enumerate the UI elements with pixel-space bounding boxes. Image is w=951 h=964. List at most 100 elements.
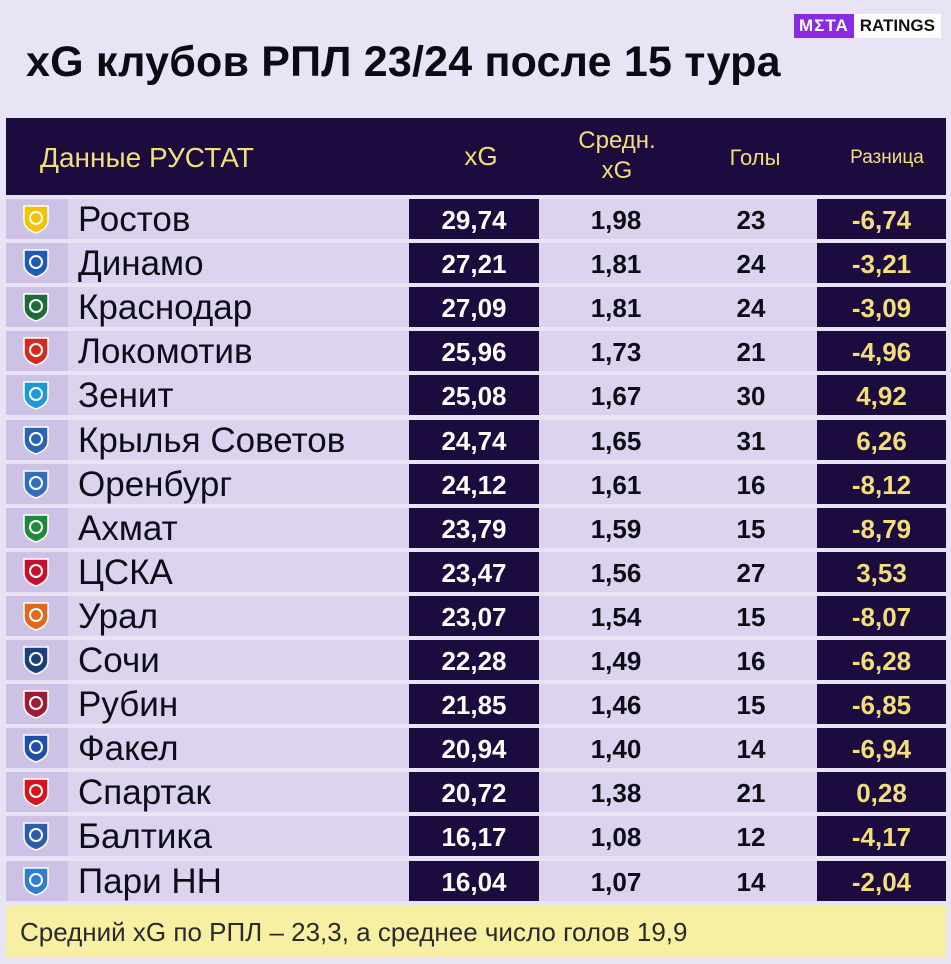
team-name: Ахмат — [78, 508, 178, 548]
brand-meta: MΣTA — [793, 14, 854, 38]
diff-value: -3,09 — [817, 287, 946, 328]
xg-value: 24,74 — [409, 419, 539, 460]
akhmat-logo-icon — [23, 513, 49, 543]
avg-xg-value: 1,59 — [590, 513, 642, 544]
table-row: Оренбург 24,12 1,61 16 -8,12 — [6, 463, 946, 504]
diff-value: -6,94 — [817, 728, 946, 769]
diff-value: -6,28 — [817, 640, 946, 680]
logo-cell — [6, 684, 68, 725]
logo-cell — [6, 507, 68, 548]
diff-value: -8,79 — [817, 507, 946, 548]
table-row: Локомотив 25,96 1,73 21 -4,96 — [6, 331, 946, 372]
brand-ratings: RATINGS — [853, 14, 941, 38]
orenburg-logo-icon — [23, 469, 49, 499]
logo-cell — [6, 816, 68, 857]
table-row: Факел 20,94 1,40 14 -6,94 — [6, 728, 946, 769]
xg-value: 16,04 — [409, 860, 539, 901]
logo-cell — [6, 551, 68, 592]
avg-xg-value: 1,54 — [590, 601, 642, 632]
spartak-logo-icon — [23, 778, 49, 808]
logo-cell — [6, 419, 68, 460]
logo-cell — [6, 728, 68, 769]
goals-value: 27 — [736, 557, 766, 588]
diff-value: -4,17 — [817, 816, 946, 857]
goals-value: 14 — [736, 866, 766, 897]
avg-xg-value: 1,73 — [590, 337, 642, 368]
team-name: Ростов — [78, 200, 191, 239]
logo-cell — [6, 463, 68, 504]
logo-cell — [6, 375, 68, 416]
diff-value: 4,92 — [817, 375, 946, 416]
header-xg: xG — [464, 141, 498, 171]
ural-logo-icon — [23, 602, 49, 631]
avg-xg-value: 1,98 — [590, 205, 642, 235]
footer-note: Средний xG по РПЛ – 23,3, а среднее числ… — [6, 906, 946, 958]
team-name: Факел — [78, 729, 179, 769]
goals-value: 16 — [736, 469, 766, 500]
table-row: Урал 23,07 1,54 15 -8,07 — [6, 595, 946, 636]
logo-cell — [6, 640, 68, 680]
diff-value: 3,53 — [817, 551, 946, 592]
team-name: Локомотив — [78, 332, 253, 372]
cska-logo-icon — [23, 558, 49, 587]
team-name: Урал — [78, 596, 159, 636]
xg-value: 21,85 — [409, 684, 539, 725]
team-name: Динамо — [78, 244, 204, 284]
avg-xg-value: 1,67 — [590, 381, 642, 412]
goals-value: 23 — [736, 205, 766, 235]
avg-xg-value: 1,81 — [590, 293, 642, 324]
logo-cell — [6, 595, 68, 636]
baltika-logo-icon — [23, 822, 49, 852]
header-goals: Голы — [729, 145, 781, 170]
footer-text: Средний xG по РПЛ – 23,3, а среднее числ… — [20, 917, 688, 947]
xg-value: 16,17 — [409, 816, 539, 857]
table-row: Динамо 27,21 1,81 24 -3,21 — [6, 243, 946, 284]
goals-value: 30 — [736, 381, 766, 412]
table-row: Сочи 22,28 1,49 16 -6,28 — [6, 640, 946, 680]
table-row: Спартак 20,72 1,38 21 0,28 — [6, 772, 946, 813]
logo-cell — [6, 331, 68, 372]
goals-value: 21 — [736, 337, 766, 368]
table-header: Данные РУСТАТ xG Средн. xG Голы Разница — [6, 118, 946, 195]
table-row: Крылья Советов 24,74 1,65 31 6,26 — [6, 419, 946, 460]
goals-value: 16 — [736, 646, 766, 676]
avg-xg-value: 1,46 — [590, 690, 642, 721]
brand-logo: MΣTA RATINGS — [793, 14, 941, 38]
team-name: Краснодар — [78, 288, 253, 328]
goals-value: 15 — [736, 513, 766, 544]
sochi-logo-icon — [23, 646, 49, 675]
xg-value: 27,21 — [409, 243, 539, 284]
table-row: Ахмат 23,79 1,59 15 -8,79 — [6, 507, 946, 548]
rostov-logo-icon — [23, 205, 49, 234]
xg-value: 20,94 — [409, 728, 539, 769]
goals-value: 24 — [736, 249, 766, 280]
xg-value: 27,09 — [409, 287, 539, 328]
goals-value: 21 — [736, 778, 766, 809]
team-name: Балтика — [78, 817, 212, 857]
xg-value: 23,07 — [409, 595, 539, 636]
header-source: Данные РУСТАТ — [40, 142, 254, 173]
team-name: Спартак — [78, 773, 211, 813]
fakel-logo-icon — [23, 734, 49, 763]
xg-value: 24,12 — [409, 463, 539, 504]
diff-value: -6,74 — [817, 199, 946, 239]
xg-value: 22,28 — [409, 640, 539, 680]
avg-xg-value: 1,49 — [590, 646, 642, 676]
table-row: Ростов 29,74 1,98 23 -6,74 — [6, 199, 946, 239]
xg-value: 25,96 — [409, 331, 539, 372]
diff-value: -3,21 — [817, 243, 946, 284]
avg-xg-value: 1,38 — [590, 778, 642, 809]
team-name: Пари НН — [78, 861, 222, 901]
team-name: Сочи — [78, 641, 160, 680]
xg-value: 23,79 — [409, 507, 539, 548]
goals-value: 14 — [736, 734, 766, 765]
goals-value: 12 — [736, 822, 766, 853]
goals-value: 24 — [736, 293, 766, 324]
diff-value: -8,12 — [817, 463, 946, 504]
avg-xg-value: 1,56 — [590, 557, 642, 588]
krylia-logo-icon — [23, 425, 49, 455]
zenit-logo-icon — [23, 381, 49, 411]
xg-value: 25,08 — [409, 375, 539, 416]
table-row: Пари НН 16,04 1,07 14 -2,04 — [6, 860, 946, 901]
logo-cell — [6, 860, 68, 901]
